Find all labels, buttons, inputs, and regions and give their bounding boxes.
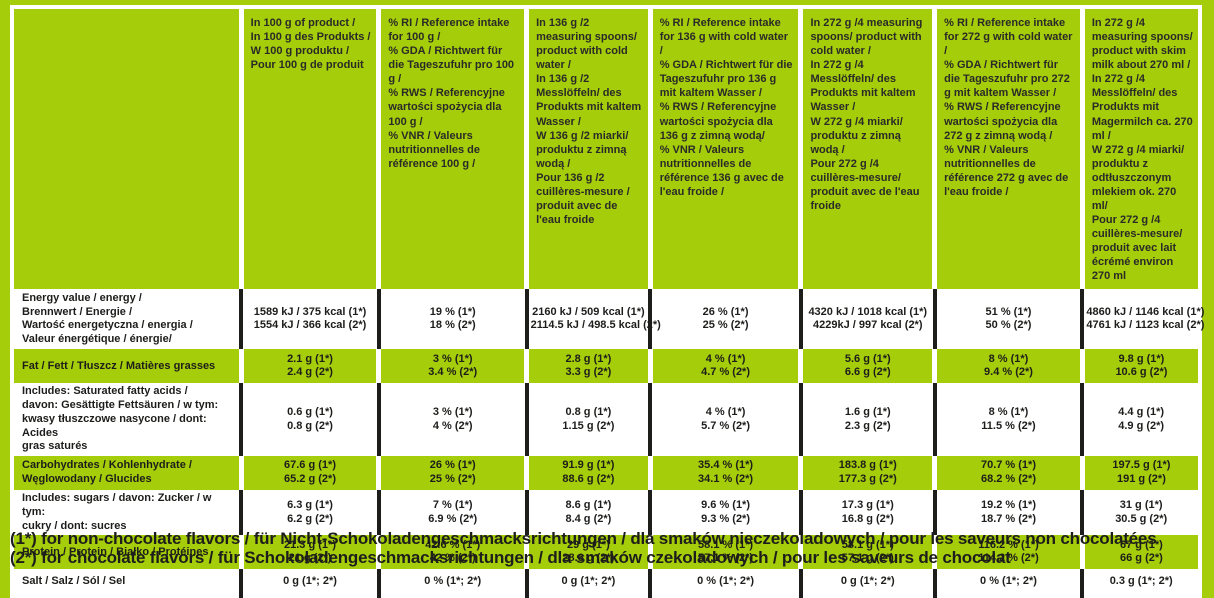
value-cell: 29 g (1*) 28.6 g (2*): [524, 535, 651, 570]
row-label: Energy value / energy / Brennwert / Ener…: [12, 289, 242, 350]
value-cell: 21.3 g (1*) 21 g (2*): [238, 535, 379, 570]
value-cell: 4860 kJ / 1146 kcal (1*) 4761 kJ / 1123 k…: [1080, 289, 1204, 350]
value-cell: 9.6 % (1*) 9.3 % (2*): [648, 490, 801, 536]
value-cell: 4 % (1*) 5.7 % (2*): [648, 383, 801, 457]
column-header-3: In 136 g /2 measuring spoons/ product wi…: [524, 7, 651, 290]
row-label: Protein / Protein / Białko / Protéines: [12, 535, 242, 570]
value-cell: 19.2 % (1*) 18.7 % (2*): [932, 490, 1083, 536]
value-cell: 0 g (1*; 2*): [239, 569, 379, 597]
value-cell: 2160 kJ / 509 kcal (1*) 2114.5 kJ / 498.5…: [524, 289, 661, 350]
row-label: Fat / Fett / Tłuszcz / Matières grasses: [12, 349, 242, 384]
value-cell: 0 % (1*; 2*): [932, 569, 1083, 597]
value-cell: 17.3 g (1*) 16.8 g (2*): [798, 490, 935, 536]
value-cell: 183.8 g (1*) 177.3 g (2*): [798, 456, 935, 491]
table-row: Carbohydrates / Kohlenhydrate / Węglowod…: [12, 456, 1200, 491]
value-cell: 51 % (1*) 50 % (2*): [932, 289, 1083, 350]
value-cell: 0 % (1*; 2*): [648, 569, 801, 597]
value-cell: 5.6 g (1*) 6.6 g (2*): [798, 349, 935, 384]
value-cell: 0.6 g (1*) 0.8 g (2*): [239, 383, 379, 457]
table-header-row: In 100 g of product / In 100 g des Produ…: [12, 7, 1200, 290]
value-cell: 1589 kJ / 375 kcal (1*) 1554 kJ / 366 kca…: [239, 289, 379, 350]
footnote-non-chocolate: (1*) for non-chocolate flavors / für Nic…: [10, 529, 1157, 548]
nutrition-panel: In 100 g of product / In 100 g des Produ…: [10, 5, 1204, 598]
value-cell: 0.8 g (1*) 1.15 g (2*): [524, 383, 651, 457]
corner-cell: [12, 7, 242, 290]
value-cell: 0.3 g (1*; 2*): [1080, 569, 1200, 597]
row-label: Salt / Salz / Sól / Sel: [12, 569, 242, 597]
value-cell: 26 % (1*) 25 % (2*): [648, 289, 801, 350]
value-cell: 0 % (1*; 2*): [376, 569, 527, 597]
value-cell: 58.1 g (1*) 57.1 g (2*): [798, 535, 935, 570]
value-cell: 3 % (1*) 3.4 % (2*): [376, 349, 527, 384]
value-cell: 0 g (1*; 2*): [798, 569, 935, 597]
value-cell: 26 % (1*) 25 % (2*): [376, 456, 527, 491]
value-cell: 7 % (1*) 6.9 % (2*): [376, 490, 527, 536]
value-cell: 67 g (1*) 66 g (2*): [1079, 535, 1200, 570]
table-row: Protein / Protein / Białko / Protéines 21…: [12, 535, 1200, 570]
row-label: Carbohydrates / Kohlenhydrate / Węglowod…: [12, 456, 242, 491]
table-row: Fat / Fett / Tłuszcz / Matières grasses 2…: [12, 349, 1200, 384]
column-header-1: In 100 g of product / In 100 g des Produ…: [238, 7, 379, 290]
table-row: Includes: sugars / davon: Zucker / w tym…: [12, 490, 1200, 536]
value-cell: 70.7 % (1*) 68.2 % (2*): [932, 456, 1083, 491]
value-cell: 8 % (1*) 9.4 % (2*): [932, 349, 1083, 384]
value-cell: 9.8 g (1*) 10.6 g (2*): [1079, 349, 1200, 384]
value-cell: 0 g (1*; 2*): [524, 569, 651, 597]
row-label: Includes: sugars / davon: Zucker / w tym…: [12, 490, 242, 536]
value-cell: 58.1 % (1*) 57.1 % (2*): [647, 535, 801, 570]
footnote-chocolate: (2*) for chocolate flavors / für Schokol…: [10, 548, 1011, 567]
footnotes: (1*) for non-chocolate flavors / für Nic…: [10, 529, 1157, 567]
table-row: Energy value / energy / Brennwert / Ener…: [12, 289, 1204, 350]
nutrition-table: In 100 g of product / In 100 g des Produ…: [10, 5, 1204, 598]
value-cell: 91.9 g (1*) 88.6 g (2*): [524, 456, 651, 491]
value-cell: 197.5 g (1*) 191 g (2*): [1079, 456, 1200, 491]
column-header-5: In 272 g /4 measuring spoons/ product wi…: [798, 7, 935, 290]
value-cell: 3 % (1*) 4 % (2*): [376, 383, 527, 457]
value-cell: 42.6 % (1*) 42 % (2*): [376, 535, 527, 570]
table-row: Includes: Saturated fatty acids / davon:…: [12, 383, 1200, 457]
value-cell: 8.6 g (1*) 8.4 g (2*): [524, 490, 651, 536]
value-cell: 35.4 % (1*) 34.1 % (2*): [647, 456, 801, 491]
value-cell: 116.2 % (1*) 114.2 % (2*): [932, 535, 1083, 570]
value-cell: 31 g (1*) 30.5 g (2*): [1080, 490, 1200, 536]
value-cell: 19 % (1*) 18 % (2*): [376, 289, 527, 350]
column-header-2: % RI / Reference intake for 100 g / % GD…: [376, 7, 527, 290]
column-header-7: In 272 g /4 measuring spoons/ product wi…: [1079, 7, 1200, 290]
value-cell: 4 % (1*) 4.7 % (2*): [647, 349, 801, 384]
value-cell: 6.3 g (1*) 6.2 g (2*): [239, 490, 379, 536]
column-header-4: % RI / Reference intake for 136 g with c…: [647, 7, 801, 290]
value-cell: 1.6 g (1*) 2.3 g (2*): [798, 383, 935, 457]
column-header-6: % RI / Reference intake for 272 g with c…: [932, 7, 1083, 290]
value-cell: 2.1 g (1*) 2.4 g (2*): [238, 349, 379, 384]
row-label: Includes: Saturated fatty acids / davon:…: [12, 383, 242, 457]
value-cell: 2.8 g (1*) 3.3 g (2*): [524, 349, 651, 384]
value-cell: 4320 kJ / 1018 kcal (1*) 4229kJ / 997 kca…: [798, 289, 935, 350]
value-cell: 8 % (1*) 11.5 % (2*): [932, 383, 1083, 457]
value-cell: 67.6 g (1*) 65.2 g (2*): [238, 456, 379, 491]
value-cell: 4.4 g (1*) 4.9 g (2*): [1080, 383, 1200, 457]
table-row: Salt / Salz / Sól / Sel 0 g (1*; 2*) 0 % (…: [12, 569, 1200, 597]
